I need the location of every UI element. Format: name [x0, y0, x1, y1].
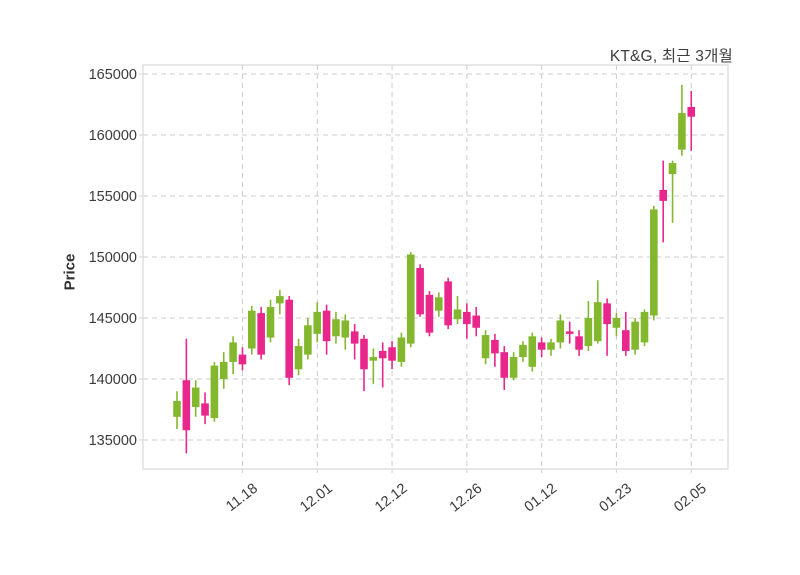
- candle-body-down: [238, 354, 247, 365]
- y-tick-label: 145000: [89, 311, 137, 327]
- candle-body-down: [472, 315, 480, 328]
- candle-body-up: [369, 357, 378, 361]
- candle-body-up: [481, 335, 490, 359]
- candle-body-up: [248, 310, 256, 349]
- candle-body-up: [219, 361, 228, 379]
- y-tick-label: 140000: [89, 372, 137, 388]
- y-tick-label: 135000: [89, 433, 137, 449]
- candle-body-down: [565, 331, 574, 334]
- candle-body-down: [322, 310, 331, 342]
- x-tick-label: 02.05: [671, 481, 709, 516]
- candle-body-up: [593, 302, 602, 342]
- candle-body-up: [276, 296, 284, 304]
- candle-body-down: [537, 342, 546, 350]
- candle-body-down: [687, 106, 696, 117]
- candle-body-down: [425, 294, 434, 333]
- candle-body-up: [397, 337, 406, 362]
- candle-body-down: [378, 350, 387, 359]
- candle-body-up: [406, 254, 415, 344]
- candle-body-up: [612, 318, 621, 328]
- candle-body-up: [519, 344, 527, 358]
- y-tick-label: 155000: [89, 189, 137, 205]
- candle-body-down: [463, 311, 471, 325]
- candle-body-up: [313, 311, 322, 334]
- y-tick-label: 165000: [89, 67, 137, 83]
- chart-title: KT&G, 최근 3개월: [609, 48, 733, 65]
- candle-body-up: [650, 209, 658, 316]
- x-tick-label: 01.23: [596, 481, 634, 516]
- candle-body-down: [444, 281, 452, 326]
- candle-body-up: [266, 307, 275, 338]
- candle-body-down: [388, 347, 396, 361]
- candle-body-up: [556, 320, 565, 343]
- candle-body-up: [229, 342, 237, 362]
- y-tick-label: 160000: [89, 128, 137, 144]
- candle-body-up: [678, 113, 686, 150]
- y-tick-label: 150000: [89, 250, 137, 266]
- candle-body-up: [304, 325, 312, 355]
- candle-body-down: [350, 331, 359, 344]
- candle-body-down: [500, 352, 509, 378]
- candle-body-up: [547, 342, 555, 350]
- candle-body-up: [210, 365, 219, 419]
- candle-body-up: [640, 311, 649, 343]
- y-axis-label: Price: [61, 253, 79, 291]
- candle-body-up: [631, 321, 639, 350]
- candle-body-up: [332, 319, 340, 337]
- candle-body-down: [416, 267, 424, 315]
- plot-border: [142, 64, 729, 470]
- candle-body-up: [435, 297, 443, 311]
- x-tick-label: 12.12: [372, 481, 410, 516]
- candle-body-down: [360, 338, 368, 370]
- candle-body-down: [622, 330, 630, 351]
- candle-body-up: [668, 163, 677, 175]
- candle-body-up: [191, 387, 200, 408]
- candle-body-down: [257, 313, 265, 355]
- candle-body-up: [453, 309, 462, 320]
- x-tick-label: 12.01: [297, 481, 335, 516]
- x-tick-label: 01.12: [522, 481, 560, 516]
- x-tick-label: 12.26: [447, 481, 485, 516]
- candle-body-up: [528, 336, 537, 367]
- candle-body-down: [201, 403, 209, 416]
- candle-body-up: [509, 357, 518, 378]
- x-tick-label: 11.18: [223, 481, 261, 515]
- candle-body-down: [603, 303, 611, 325]
- candle-body-up: [584, 318, 593, 347]
- candle-body-down: [285, 299, 293, 378]
- candle-body-down: [575, 336, 583, 350]
- candle-body-down: [182, 380, 191, 431]
- candle-body-up: [173, 400, 181, 417]
- candle-body-up: [294, 346, 303, 370]
- candle-body-down: [491, 339, 499, 354]
- candle-body-up: [341, 320, 350, 338]
- candle-body-down: [659, 189, 667, 201]
